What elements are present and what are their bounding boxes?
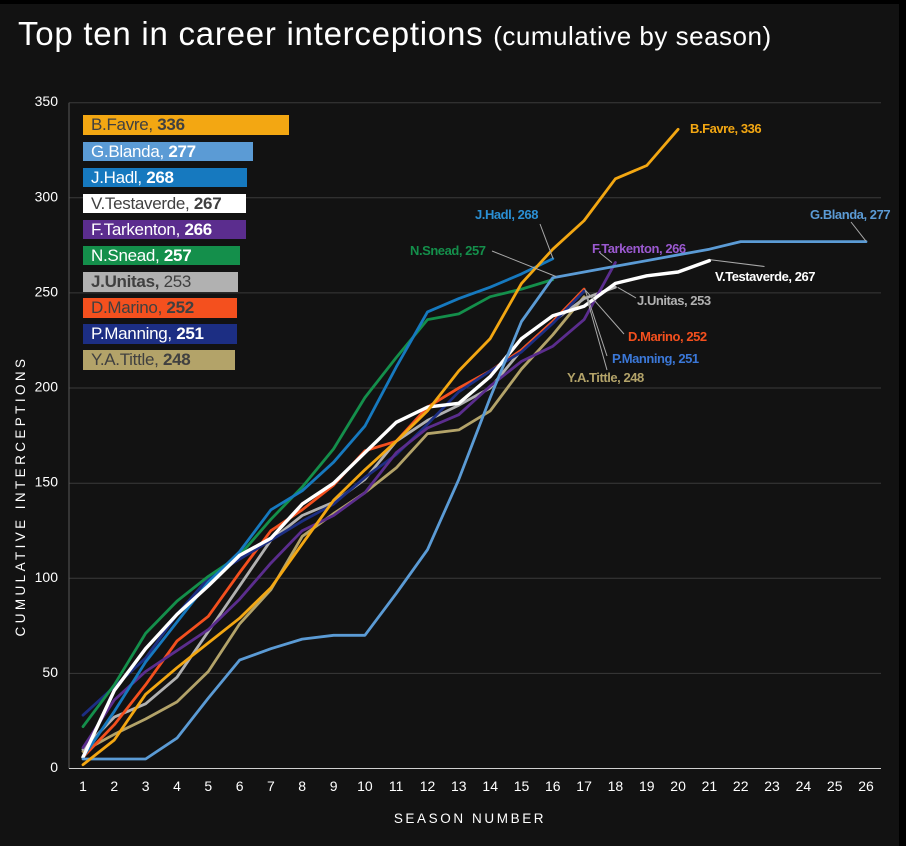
- svg-text:11: 11: [389, 778, 404, 794]
- svg-text:D.Marino, 252: D.Marino, 252: [628, 329, 707, 344]
- svg-text:1: 1: [79, 778, 87, 794]
- svg-text:B.Favre, 336: B.Favre, 336: [690, 121, 761, 136]
- svg-text:22: 22: [733, 778, 749, 794]
- svg-text:21: 21: [702, 778, 718, 794]
- svg-text:17: 17: [576, 778, 592, 794]
- svg-text:20: 20: [670, 778, 686, 794]
- svg-text:P.Manning, 251: P.Manning, 251: [612, 351, 699, 366]
- svg-text:26: 26: [858, 778, 874, 794]
- svg-text:15: 15: [514, 778, 530, 794]
- svg-text:16: 16: [545, 778, 561, 794]
- svg-text:Y.A.Tittle, 248: Y.A.Tittle, 248: [567, 370, 644, 385]
- svg-text:10: 10: [357, 778, 373, 794]
- svg-text:12: 12: [420, 778, 436, 794]
- svg-text:100: 100: [35, 569, 59, 585]
- svg-text:300: 300: [35, 188, 59, 204]
- svg-text:CUMULATIVE INTERCEPTIONS: CUMULATIVE INTERCEPTIONS: [13, 356, 28, 637]
- svg-text:8: 8: [298, 778, 306, 794]
- svg-text:24: 24: [796, 778, 812, 794]
- svg-text:23: 23: [764, 778, 780, 794]
- svg-text:J.Hadl, 268: J.Hadl, 268: [475, 207, 538, 222]
- svg-text:3: 3: [142, 778, 150, 794]
- svg-text:350: 350: [35, 93, 59, 109]
- svg-text:7: 7: [267, 778, 275, 794]
- svg-text:19: 19: [639, 778, 655, 794]
- svg-text:N.Snead, 257: N.Snead, 257: [410, 243, 486, 258]
- svg-text:18: 18: [608, 778, 624, 794]
- svg-text:14: 14: [482, 778, 498, 794]
- svg-text:0: 0: [50, 759, 58, 775]
- svg-text:4: 4: [173, 778, 181, 794]
- svg-text:25: 25: [827, 778, 843, 794]
- svg-text:V.Testaverde, 267: V.Testaverde, 267: [715, 269, 815, 284]
- svg-text:SEASON NUMBER: SEASON NUMBER: [394, 811, 546, 826]
- svg-text:J.Unitas, 253: J.Unitas, 253: [637, 293, 711, 308]
- svg-text:6: 6: [236, 778, 244, 794]
- svg-text:50: 50: [42, 664, 58, 680]
- svg-text:13: 13: [451, 778, 467, 794]
- svg-text:F.Tarkenton, 266: F.Tarkenton, 266: [592, 241, 686, 256]
- svg-text:G.Blanda, 277: G.Blanda, 277: [810, 207, 890, 222]
- svg-text:2: 2: [110, 778, 118, 794]
- svg-text:5: 5: [204, 778, 212, 794]
- svg-text:250: 250: [35, 283, 59, 299]
- svg-text:9: 9: [330, 778, 338, 794]
- svg-text:150: 150: [35, 474, 59, 490]
- svg-text:200: 200: [35, 379, 59, 395]
